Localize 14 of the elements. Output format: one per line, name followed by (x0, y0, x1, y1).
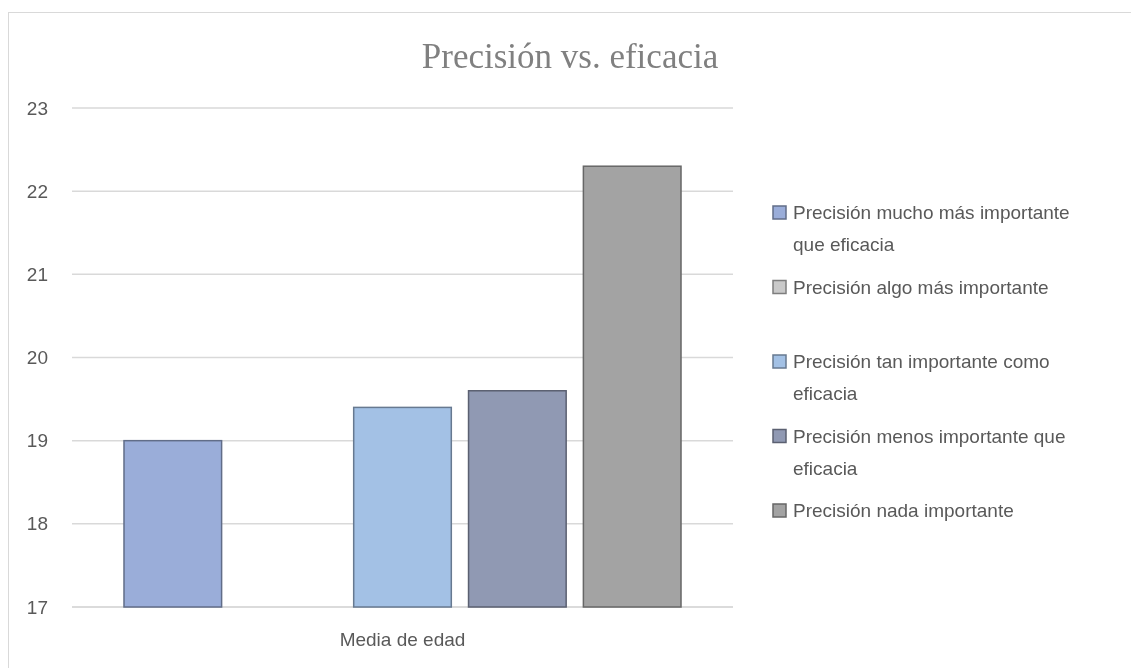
y-tick-label: 18 (26, 513, 48, 535)
y-tick-label: 19 (26, 430, 48, 452)
legend-label: Precisión mucho más importante que eficacia (793, 202, 1070, 255)
x-tick-label: Media de edad (339, 629, 466, 650)
y-tick-label: 23 (26, 97, 48, 119)
y-tick-label: 22 (26, 180, 48, 202)
y-tick-label: 21 (26, 263, 48, 285)
legend-label: Precisión algo más importante (793, 276, 1049, 298)
legend-label: Precisión nada importante (793, 500, 1014, 521)
y-tick-label: 20 (26, 347, 48, 369)
chart-title: Precisión vs. eficacia (421, 37, 719, 76)
legend-label: Precisión tan importante como eficacia (793, 351, 1050, 404)
legend-label: Precisión menos importante que eficacia (793, 425, 1066, 479)
y-tick-label: 17 (26, 596, 48, 618)
